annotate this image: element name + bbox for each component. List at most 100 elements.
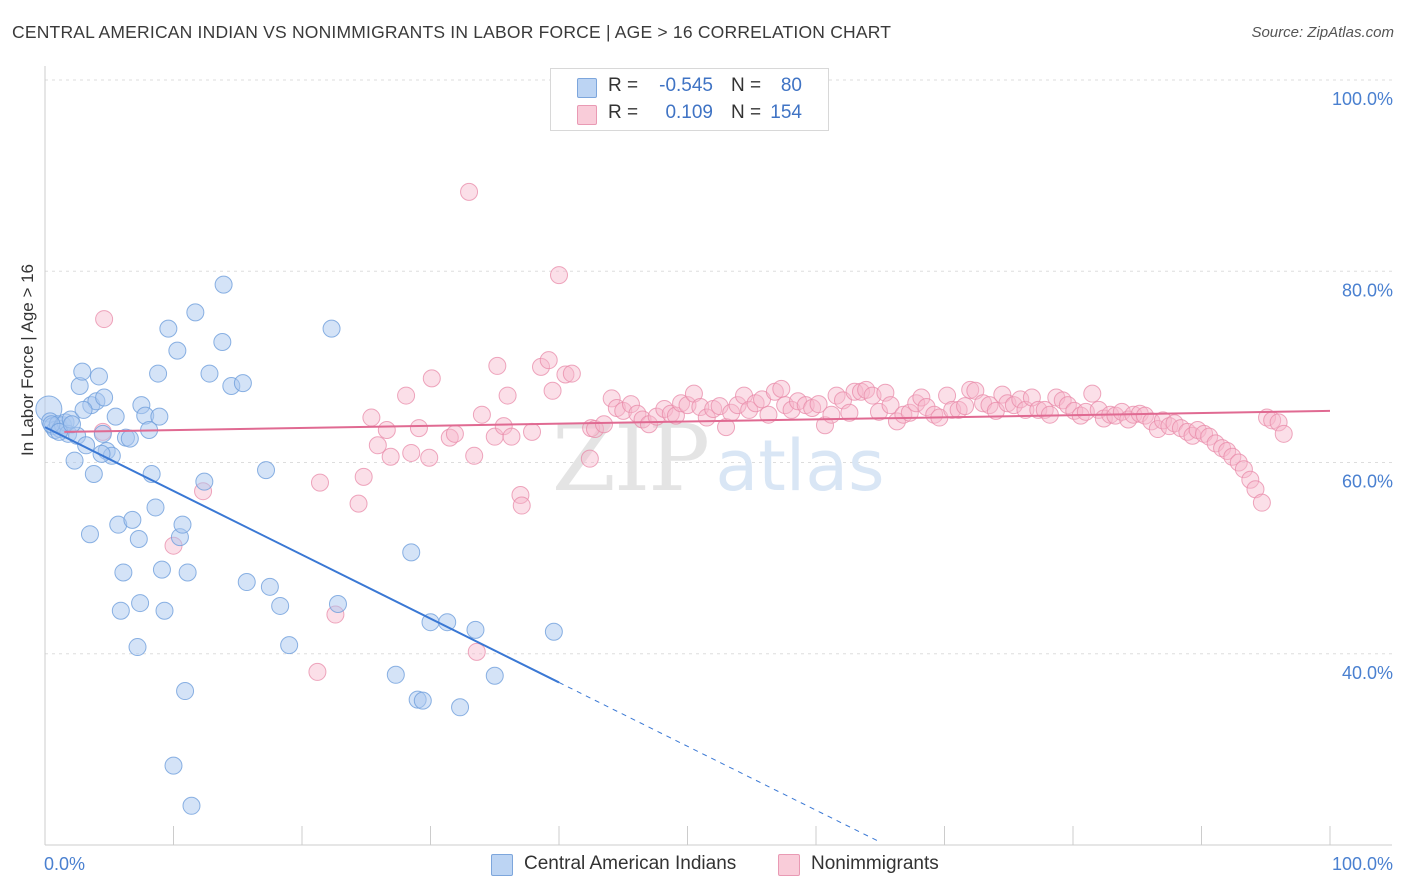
point-central-american-indians <box>155 601 174 620</box>
point-nonimmigrants <box>917 398 936 417</box>
point-nonimmigrants <box>993 385 1012 404</box>
point-central-american-indians <box>111 601 130 620</box>
point-nonimmigrants <box>869 402 888 421</box>
point-nonimmigrants <box>488 356 507 375</box>
point-central-american-indians <box>322 319 341 338</box>
legend-swatch-blue <box>577 78 597 98</box>
point-nonimmigrants <box>368 436 387 455</box>
point-nonimmigrants <box>907 394 926 413</box>
point-nonimmigrants <box>1112 402 1131 421</box>
point-central-american-indians <box>195 472 214 491</box>
legend-row-pink: R = 0.109 N = 154 <box>551 101 828 127</box>
point-central-american-indians <box>485 666 504 685</box>
point-nonimmigrants <box>809 395 828 414</box>
point-nonimmigrants <box>523 422 542 441</box>
point-nonimmigrants <box>543 381 562 400</box>
point-nonimmigrants <box>1234 460 1253 479</box>
point-central-american-indians <box>150 407 169 426</box>
point-central-american-indians <box>93 424 112 443</box>
point-nonimmigrants <box>815 416 834 435</box>
legend-r-value: -0.545 <box>659 75 713 96</box>
point-nonimmigrants <box>310 473 329 492</box>
y-axis-label: In Labor Force | Age > 16 <box>18 263 37 456</box>
point-nonimmigrants <box>1160 417 1179 436</box>
point-central-american-indians <box>214 275 233 294</box>
point-central-american-indians <box>131 594 150 613</box>
point-central-american-indians <box>128 638 147 657</box>
bottom-legend-swatch-blue <box>491 854 513 876</box>
point-nonimmigrants <box>349 494 368 513</box>
point-nonimmigrants <box>956 397 975 416</box>
point-central-american-indians <box>451 698 470 717</box>
point-central-american-indians <box>186 303 205 322</box>
point-nonimmigrants <box>467 642 486 661</box>
point-central-american-indians <box>544 622 563 641</box>
legend-r-label: R = <box>608 102 639 123</box>
point-central-american-indians <box>413 691 432 710</box>
point-nonimmigrants <box>556 365 575 384</box>
point-central-american-indians <box>62 415 81 434</box>
point-central-american-indians <box>237 573 256 592</box>
point-nonimmigrants <box>1269 413 1288 432</box>
point-nonimmigrants <box>881 396 900 415</box>
bottom-legend-swatch-pink <box>778 854 800 876</box>
trend-lines <box>44 409 1331 843</box>
point-central-american-indians <box>123 510 142 529</box>
point-nonimmigrants <box>1274 424 1293 443</box>
point-nonimmigrants <box>422 369 441 388</box>
point-nonimmigrants <box>1035 400 1054 419</box>
series-central-american-indians <box>35 275 563 815</box>
point-central-american-indians <box>114 563 133 582</box>
legend-row-blue: R = -0.545 N = 80 <box>551 74 828 100</box>
y-tick-label: 60.0% <box>1342 472 1393 492</box>
trend-line-pink <box>64 409 1331 433</box>
point-nonimmigrants <box>912 388 931 407</box>
point-central-american-indians <box>65 451 84 470</box>
point-nonimmigrants <box>580 449 599 468</box>
point-nonimmigrants <box>1195 424 1214 443</box>
point-nonimmigrants <box>409 419 428 438</box>
point-nonimmigrants <box>445 424 464 443</box>
point-central-american-indians <box>152 560 171 579</box>
grid-lines <box>45 79 1392 655</box>
source-credit: Source: ZipAtlas.com <box>1251 24 1394 41</box>
watermark-atlas: atlas <box>715 425 884 507</box>
point-central-american-indians <box>159 319 178 338</box>
point-central-american-indians <box>260 577 279 596</box>
point-nonimmigrants <box>532 357 551 376</box>
point-nonimmigrants <box>402 443 421 462</box>
x-tick-label: 100.0% <box>1332 854 1393 874</box>
point-central-american-indians <box>80 525 99 544</box>
point-nonimmigrants <box>1218 442 1237 461</box>
axes: atlas <box>44 66 1392 846</box>
legend-n-value: 154 <box>770 102 802 123</box>
stats-legend: R = -0.545 N = 80 R = 0.109 N = 154 <box>550 68 829 131</box>
point-central-american-indians <box>402 543 421 562</box>
point-nonimmigrants <box>420 448 439 467</box>
legend-n-value: 80 <box>780 75 802 96</box>
point-nonimmigrants <box>381 447 400 466</box>
point-nonimmigrants <box>498 386 517 405</box>
point-central-american-indians <box>92 444 111 463</box>
point-nonimmigrants <box>512 496 531 515</box>
legend-n-label: N = <box>731 102 762 123</box>
point-central-american-indians <box>257 461 276 480</box>
point-nonimmigrants <box>585 420 604 439</box>
tick-labels: 40.0% 60.0% 80.0% 100.0% 0.0% 100.0% <box>44 89 1393 874</box>
point-nonimmigrants <box>550 266 568 285</box>
legend-r-label: R = <box>608 75 639 96</box>
point-nonimmigrants <box>710 397 729 416</box>
trend-line-blue-extension <box>558 681 881 843</box>
y-tick-label: 100.0% <box>1332 89 1393 109</box>
point-central-american-indians <box>176 682 195 701</box>
trend-line-blue <box>44 426 560 684</box>
point-nonimmigrants <box>639 415 658 434</box>
y-tick-label: 40.0% <box>1342 663 1393 683</box>
point-central-american-indians <box>173 515 192 534</box>
point-central-american-indians <box>106 407 125 426</box>
point-central-american-indians <box>182 796 201 815</box>
point-nonimmigrants <box>740 400 759 419</box>
point-nonimmigrants <box>354 467 373 486</box>
point-nonimmigrants <box>539 351 558 370</box>
point-nonimmigrants <box>377 420 396 439</box>
